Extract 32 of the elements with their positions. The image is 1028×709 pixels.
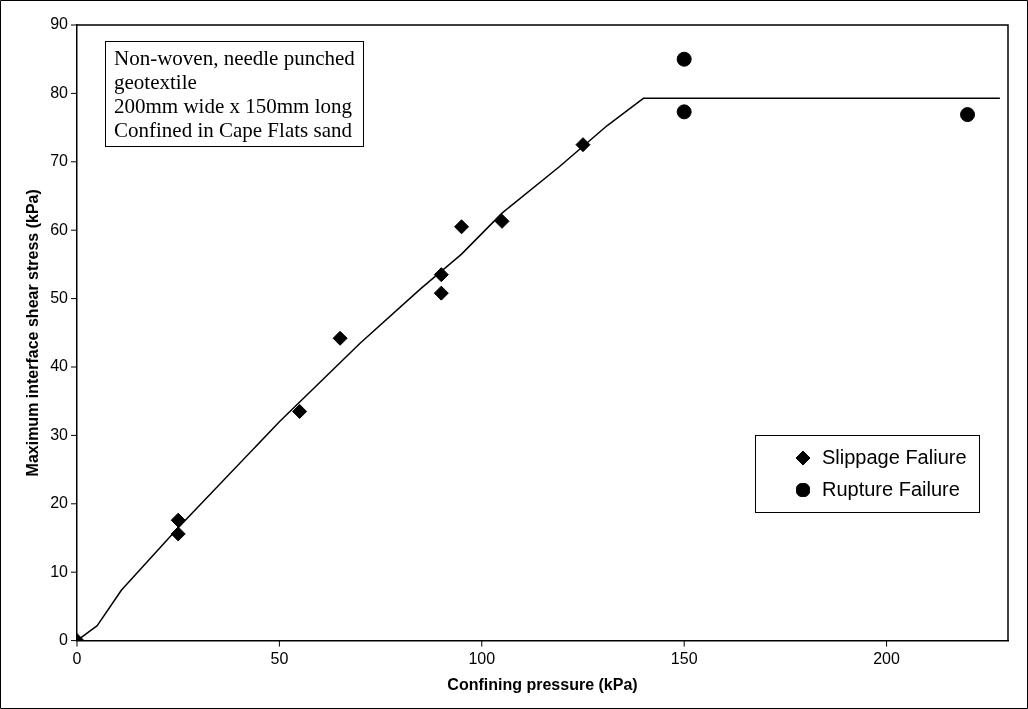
y-tick-label: 30 bbox=[50, 425, 69, 443]
point bbox=[433, 267, 449, 283]
point bbox=[170, 512, 186, 528]
y-tick-label: 70 bbox=[50, 152, 69, 170]
y-axis-title: Maximum interface shear stress (kPa) bbox=[24, 189, 42, 477]
y-tick-label: 60 bbox=[50, 220, 69, 238]
point bbox=[676, 104, 692, 120]
point bbox=[960, 107, 976, 123]
y-tick-label: 90 bbox=[50, 15, 69, 33]
y-tick-label: 0 bbox=[59, 631, 69, 649]
point bbox=[676, 51, 692, 67]
legend-label: Rupture Failure bbox=[822, 478, 960, 502]
y-tick-label: 20 bbox=[50, 494, 69, 512]
point bbox=[575, 137, 591, 153]
annotation: Non-woven, needle punched geotextile 200mm wide x 150mm long Confined in Cape Flats sand bbox=[104, 41, 364, 147]
x-tick-label: 50 bbox=[270, 649, 289, 667]
point bbox=[494, 213, 510, 229]
point bbox=[454, 219, 470, 235]
x-tick-label: 0 bbox=[72, 649, 82, 667]
x-tick-label: 100 bbox=[468, 649, 496, 667]
point bbox=[292, 403, 308, 419]
point bbox=[433, 285, 449, 301]
y-tick-label: 10 bbox=[50, 562, 69, 580]
y-tick-label: 80 bbox=[50, 83, 69, 101]
x-tick-label: 150 bbox=[670, 649, 698, 667]
x-axis-title: Confining pressure (kPa) bbox=[447, 675, 638, 693]
point bbox=[332, 330, 348, 346]
y-tick-label: 40 bbox=[50, 357, 69, 375]
x-tick-label: 200 bbox=[873, 649, 901, 667]
point bbox=[170, 526, 186, 542]
legend-label: Slippage Faliure bbox=[822, 446, 967, 470]
y-tick-label: 50 bbox=[50, 289, 69, 307]
